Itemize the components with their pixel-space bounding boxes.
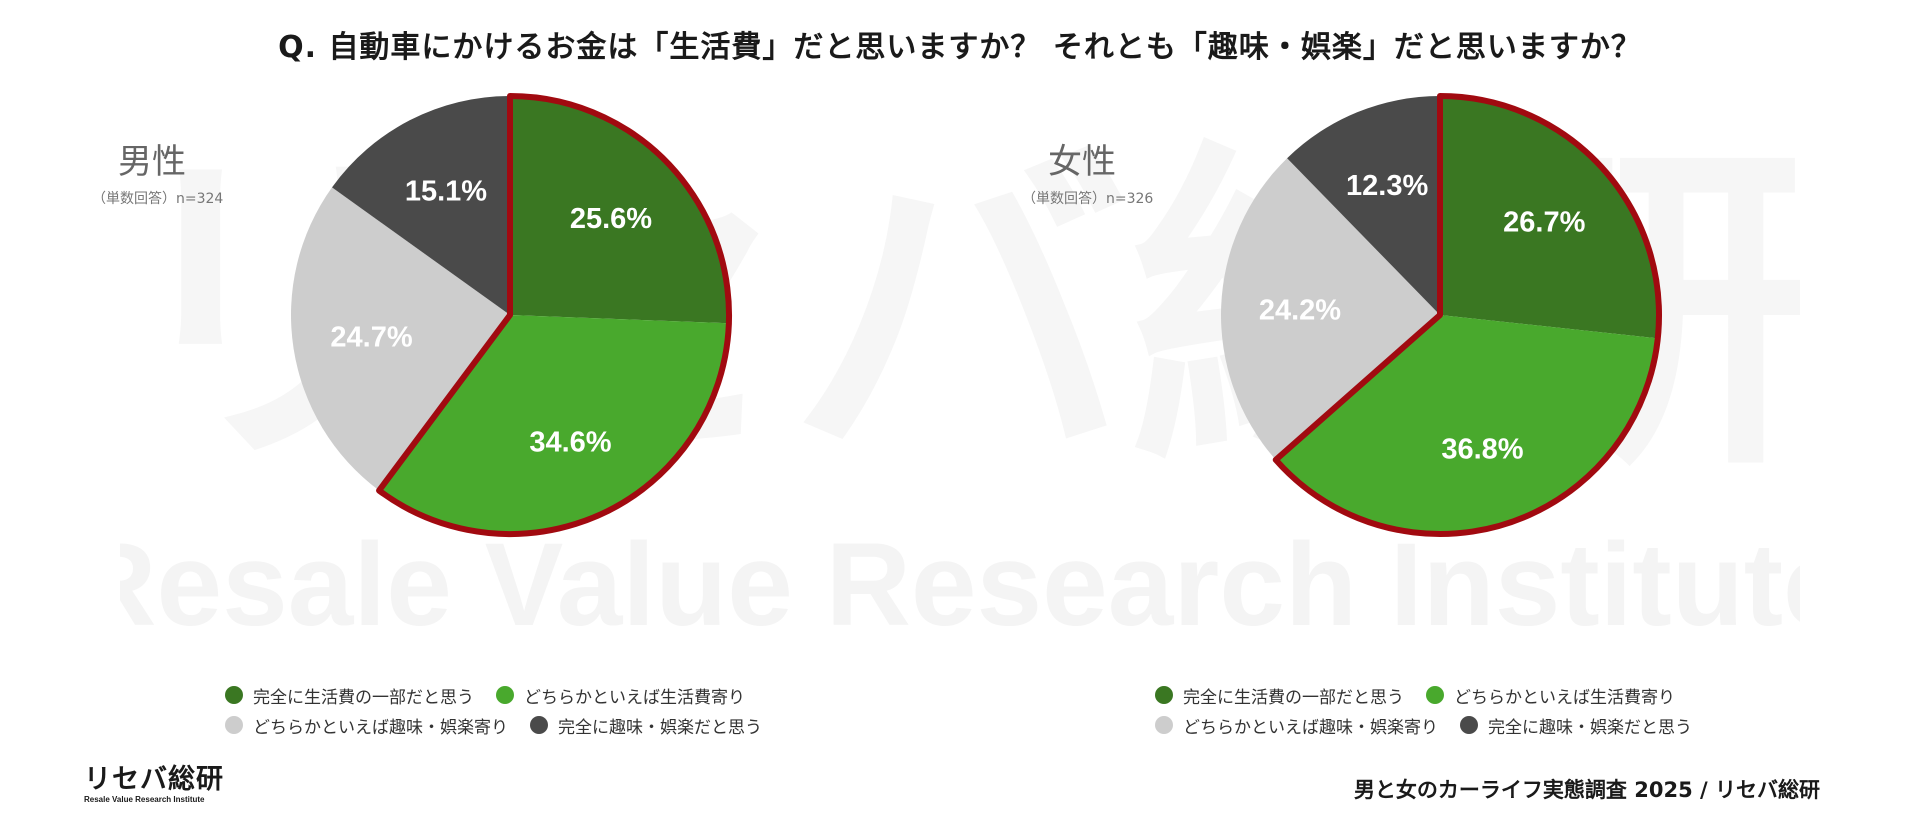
pie-slice (1287, 96, 1440, 315)
male-panel: 男性 （単数回答）n=324 25.6% 34.6% 24.7% 15.1% 完全に生… (60, 90, 960, 790)
legend-item: どちらかといえば生活費寄り (496, 683, 745, 708)
logo-text: リセバ総研 (84, 764, 224, 795)
female-sample-size: （単数回答）n=326 (1022, 191, 1154, 207)
pie-slice (332, 96, 510, 315)
legend-label: 完全に生活費の一部だと思う (253, 687, 474, 708)
legend-marker (1155, 716, 1173, 734)
footer-logo: リセバ総研 Resale Value Research Institute (84, 764, 224, 805)
slice-value-label: 15.1% (405, 175, 487, 207)
slice-value-label: 26.7% (1503, 206, 1585, 238)
pie-slice (379, 315, 729, 534)
legend-label: どちらかといえば生活費寄り (524, 687, 745, 708)
slice-value-label: 25.6% (570, 203, 652, 235)
pie-slice (1221, 158, 1440, 460)
legend-label: 完全に趣味・娯楽だと思う (558, 717, 762, 738)
male-pie-chart: 25.6% 34.6% 24.7% 15.1% (291, 93, 732, 537)
legend-marker (1460, 716, 1478, 734)
slice-value-label: 12.3% (1346, 170, 1428, 202)
legend-item: 完全に趣味・娯楽だと思う (530, 713, 762, 738)
legend-label: 完全に生活費の一部だと思う (1183, 687, 1404, 708)
legend-item: どちらかといえば趣味・娯楽寄り (1155, 713, 1438, 738)
legend-marker (1426, 686, 1444, 704)
female-chart-title: 女性 (1048, 142, 1116, 182)
chart-title: Q. 自動車にかけるお金は「生活費」だと思いますか？ それとも「趣味・娯楽」だと… (278, 30, 1642, 65)
slice-value-label: 36.8% (1441, 434, 1523, 466)
male-sample-size: （単数回答）n=324 (92, 191, 224, 207)
pie-slice (1440, 96, 1659, 339)
source-credit: 男と女のカーライフ実態調査 2025 / リセバ総研 (1353, 778, 1820, 802)
legend-item: 完全に生活費の一部だと思う (1155, 683, 1404, 708)
pie-slice (291, 187, 510, 491)
legend-item: どちらかといえば生活費寄り (1426, 683, 1675, 708)
legend-item: 完全に趣味・娯楽だと思う (1460, 713, 1692, 738)
legend-item: どちらかといえば趣味・娯楽寄り (225, 713, 508, 738)
legend-marker (530, 716, 548, 734)
pie-slice (510, 96, 730, 324)
slice-value-label: 24.7% (330, 321, 412, 353)
legend-marker (496, 686, 514, 704)
female-pie-chart: 26.7% 36.8% 24.2% 12.3% (1221, 93, 1662, 537)
slice-value-label: 24.2% (1259, 295, 1341, 327)
legend-item: 完全に生活費の一部だと思う (225, 683, 474, 708)
legend-marker (1155, 686, 1173, 704)
highlight-outline (376, 93, 732, 537)
female-panel: 女性 （単数回答）n=326 26.7% 36.8% 24.2% 12.3% 完全に生… (990, 90, 1890, 790)
male-chart-title: 男性 (118, 142, 186, 182)
male-legend: 完全に生活費の一部だと思う どちらかといえば生活費寄り どちらかといえば趣味・娯… (225, 680, 784, 740)
legend-label: どちらかといえば生活費寄り (1454, 687, 1675, 708)
female-legend: 完全に生活費の一部だと思う どちらかといえば生活費寄り どちらかといえば趣味・娯… (1155, 680, 1714, 740)
legend-label: 完全に趣味・娯楽だと思う (1488, 717, 1692, 738)
legend-marker (225, 716, 243, 734)
legend-marker (225, 686, 243, 704)
highlight-outline (1272, 93, 1662, 537)
legend-label: どちらかといえば趣味・娯楽寄り (1183, 717, 1438, 738)
logo-subtext: Resale Value Research Institute (84, 795, 205, 804)
slice-value-label: 34.6% (529, 426, 611, 458)
legend-label: どちらかといえば趣味・娯楽寄り (253, 717, 508, 738)
pie-slice (1275, 315, 1658, 534)
